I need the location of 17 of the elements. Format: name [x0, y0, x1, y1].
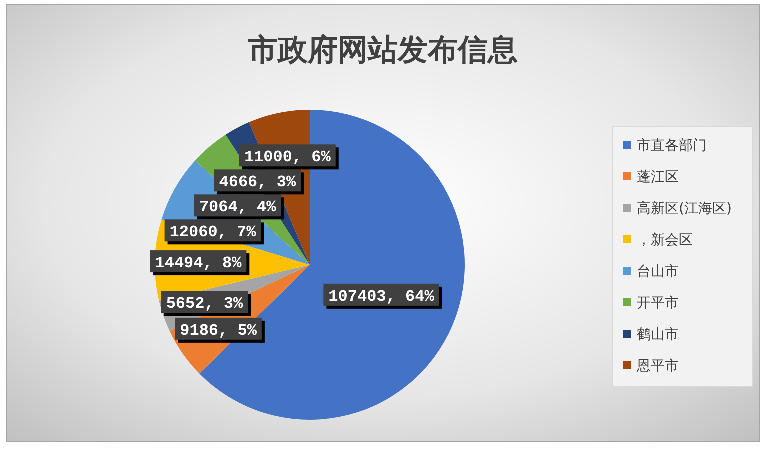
data-label: 14494, 8% [155, 254, 242, 273]
data-label: 107403, 64% [328, 288, 435, 306]
legend-label: 恩平市 [636, 358, 679, 374]
legend-label: 蓬江区 [637, 170, 679, 186]
data-label: 12060, 7% [170, 224, 257, 242]
data-label: 9186, 5% [180, 322, 258, 340]
legend-label: 市直各部门 [637, 138, 707, 154]
chart-title: 市政府网站发布信息 [247, 33, 518, 68]
data-label: 7064, 4% [199, 198, 277, 217]
legend-label: ，新会区 [637, 232, 693, 248]
legend-label: 台山市 [637, 264, 679, 280]
data-label: 11000, 6% [244, 148, 332, 167]
legend-label: 开平市 [637, 296, 679, 312]
data-label: 5652, 3% [166, 295, 244, 314]
legend-label: 鹤山市 [637, 327, 679, 343]
data-label: 4666, 3% [219, 174, 296, 192]
legend-label: 高新区(江海区) [637, 201, 732, 217]
